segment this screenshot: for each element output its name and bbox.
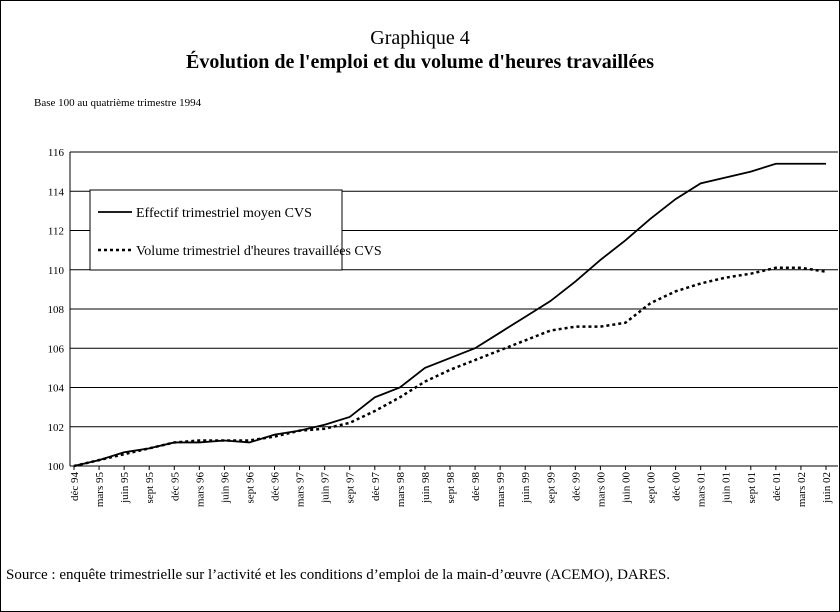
series-line [73, 162, 826, 467]
x-tick-label: juin 01 [721, 472, 733, 504]
x-tick-label: sept 96 [244, 472, 256, 504]
x-tick-label: mars 97 [295, 472, 307, 508]
chart-subtitle: Évolution de l'emploi et du volume d'heu… [186, 50, 654, 73]
x-tick-label: mars 02 [796, 472, 808, 507]
x-tick-label: mars 95 [94, 472, 106, 508]
y-tick-label: 104 [48, 383, 65, 395]
y-tick-label: 116 [48, 147, 65, 159]
legend-label: Volume trimestriel d'heures travaillées … [136, 244, 382, 259]
legend-label: Effectif trimestriel moyen CVS [136, 206, 312, 221]
x-tick-label: déc 95 [169, 472, 181, 502]
y-axis-label: Base 100 au quatrième trimestre 1994 [34, 97, 202, 109]
y-tick-label: 108 [48, 304, 65, 316]
x-tick-label: mars 99 [495, 472, 507, 508]
x-tick-label: sept 01 [746, 472, 758, 503]
y-tick-label: 110 [48, 265, 65, 277]
x-tick-label: déc 01 [771, 472, 783, 501]
x-tick-label: juin 95 [119, 472, 131, 504]
y-tick-label: 100 [48, 461, 65, 473]
x-tick-label: juin 96 [219, 472, 231, 504]
x-tick-label: sept 00 [646, 472, 658, 504]
y-tick-label: 106 [48, 343, 65, 355]
x-tick-label: sept 98 [445, 472, 457, 504]
x-tick-label: juin 98 [420, 472, 432, 504]
x-tick-label: sept 95 [144, 472, 156, 504]
x-tick-label: déc 97 [370, 472, 382, 502]
legend-box [89, 189, 343, 271]
x-tick-label: mars 01 [696, 472, 708, 507]
x-tick-label: déc 98 [470, 472, 482, 502]
source-note: Source : enquête trimestrielle sur l’act… [6, 567, 670, 583]
chart-title: Graphique 4 [370, 27, 469, 49]
x-tick-label: mars 00 [595, 472, 607, 508]
x-tick-label: déc 99 [570, 472, 582, 502]
y-tick-label: 112 [48, 226, 64, 238]
x-tick-label: mars 98 [395, 472, 407, 508]
x-tick-label: juin 99 [520, 472, 532, 504]
y-tick-label: 102 [48, 422, 65, 434]
x-tick-label: mars 96 [194, 472, 206, 508]
x-tick-label: juin 97 [320, 472, 332, 504]
x-tick-label: sept 99 [545, 472, 557, 504]
x-tick-label: juin 00 [620, 472, 632, 504]
series-line [73, 266, 827, 468]
x-tick-label: déc 00 [671, 472, 683, 502]
x-tick-label: sept 97 [345, 472, 357, 504]
y-tick-label: 114 [48, 186, 65, 198]
x-tick-label: déc 94 [69, 472, 81, 502]
x-tick-label: juin 02 [821, 472, 833, 504]
x-tick-label: déc 96 [270, 472, 282, 502]
